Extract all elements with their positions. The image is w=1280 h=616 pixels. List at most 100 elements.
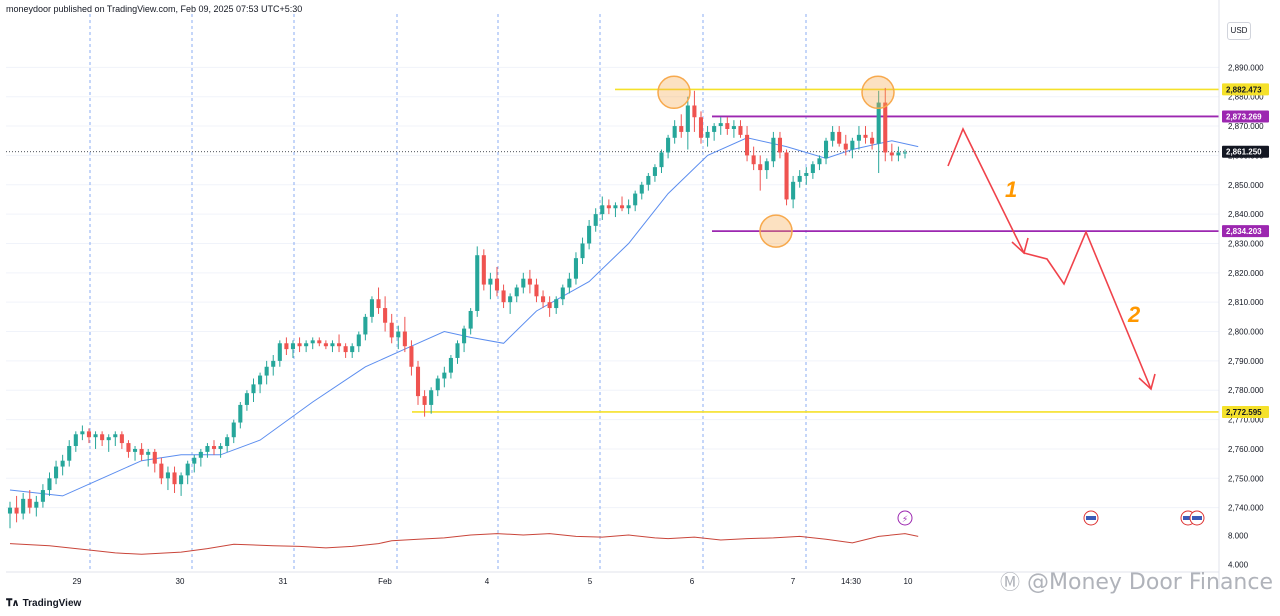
candle-body <box>205 446 210 452</box>
candle-body <box>231 422 236 438</box>
candle-body <box>902 152 908 154</box>
candle-body <box>475 255 480 311</box>
indicator-line <box>9 533 919 555</box>
time-tick-label: 30 <box>176 577 185 586</box>
candle-body <box>152 451 157 464</box>
scenario-path <box>947 127 1152 390</box>
candle-body <box>685 105 690 132</box>
candle-body <box>698 117 704 138</box>
candle-body <box>652 167 657 176</box>
candle-body <box>791 181 796 200</box>
brand-name: TradingView <box>22 598 82 609</box>
candle-body <box>587 225 592 244</box>
time-tick-label: 6 <box>690 577 695 586</box>
candle-body <box>646 175 651 185</box>
candle-body <box>304 343 309 347</box>
candle-body <box>132 448 138 452</box>
candle-body <box>666 137 671 153</box>
candle-body <box>870 137 875 144</box>
indicator-pane <box>9 533 919 555</box>
candle-body <box>429 390 434 405</box>
candle-body <box>626 205 631 209</box>
candle-body <box>837 131 842 144</box>
candle-body <box>185 463 190 476</box>
currency-label[interactable]: USD <box>1227 22 1251 40</box>
candle-body <box>179 475 184 485</box>
candle-body <box>692 105 697 118</box>
candle-body <box>619 205 625 209</box>
candle-body <box>679 126 684 132</box>
drawings: 1 2 ⚡ <box>657 75 1205 526</box>
candle-body <box>876 102 881 144</box>
candle-body <box>54 466 59 479</box>
tradingview-brand[interactable]: 𝐓∧ TradingView <box>6 598 81 609</box>
price-tick-label: 2,850.000 <box>1228 181 1264 190</box>
candle-body <box>271 360 276 367</box>
price-tick-label: 2,770.000 <box>1228 416 1264 425</box>
candle-body <box>350 346 355 353</box>
flag-stripe <box>1183 516 1193 520</box>
flag-stripe <box>1086 516 1096 520</box>
candle-body <box>369 299 374 317</box>
indicator-tick-label: 8.000 <box>1228 532 1249 541</box>
time-tick-label: 5 <box>588 577 593 586</box>
candle-body <box>139 448 144 455</box>
session-separators <box>89 14 807 572</box>
price-level-value: 2,861.250 <box>1226 148 1262 157</box>
candle-body <box>613 205 618 209</box>
candle-body <box>343 346 348 353</box>
candle-body <box>198 451 203 458</box>
grid-lines <box>6 66 1219 509</box>
highlight-circle <box>861 75 895 110</box>
price-tick-label: 2,780.000 <box>1228 386 1264 395</box>
candle-body <box>126 443 131 452</box>
watermark: Ⓜ @Money Door Finance <box>1000 566 1273 595</box>
candle-body <box>725 123 730 129</box>
candle-body <box>363 316 368 335</box>
candle-body <box>521 278 526 288</box>
candle-body <box>40 490 45 502</box>
candle-body <box>422 396 427 405</box>
candle-body <box>330 343 335 347</box>
indicator-tick-label: 4.000 <box>1228 560 1249 569</box>
time-tick-label: 7 <box>791 577 796 586</box>
candle-body <box>106 437 111 441</box>
candle-body <box>93 434 98 438</box>
candle-body <box>284 343 289 350</box>
candle-body <box>211 446 217 449</box>
candle-body <box>415 366 421 397</box>
candle-body <box>731 126 736 129</box>
candle-body <box>159 463 164 479</box>
candle-body <box>745 134 750 156</box>
candle-body <box>337 343 342 347</box>
candle-body <box>784 152 789 200</box>
candle-body <box>889 152 894 156</box>
candle-body <box>238 404 243 423</box>
candle-body <box>323 343 328 347</box>
candle-body <box>573 258 578 279</box>
price-level-tag <box>1222 83 1269 96</box>
candle-body <box>383 308 388 323</box>
candle-body <box>639 184 644 194</box>
candle-body <box>718 123 723 127</box>
price-tick-label: 2,760.000 <box>1228 445 1264 454</box>
candle-body <box>218 446 223 449</box>
candle-body <box>738 126 743 135</box>
candle-body <box>60 460 65 467</box>
candle-body <box>600 205 605 215</box>
lightning-icon: ⚡ <box>902 515 908 525</box>
price-level-value: 2,772.595 <box>1226 408 1262 417</box>
arrowhead-2 <box>1138 373 1156 391</box>
candle-body <box>356 334 361 347</box>
flag-stripe <box>1192 516 1202 520</box>
candle-body <box>554 299 559 309</box>
price-tick-label: 2,790.000 <box>1228 357 1264 366</box>
highlight-circle <box>657 75 691 110</box>
time-tick-label: 14:30 <box>841 577 862 586</box>
candle-body <box>672 126 677 138</box>
price-level-tag <box>1222 405 1269 418</box>
ma-line <box>9 137 919 497</box>
candle-body <box>541 296 546 303</box>
candle-body <box>777 137 783 153</box>
